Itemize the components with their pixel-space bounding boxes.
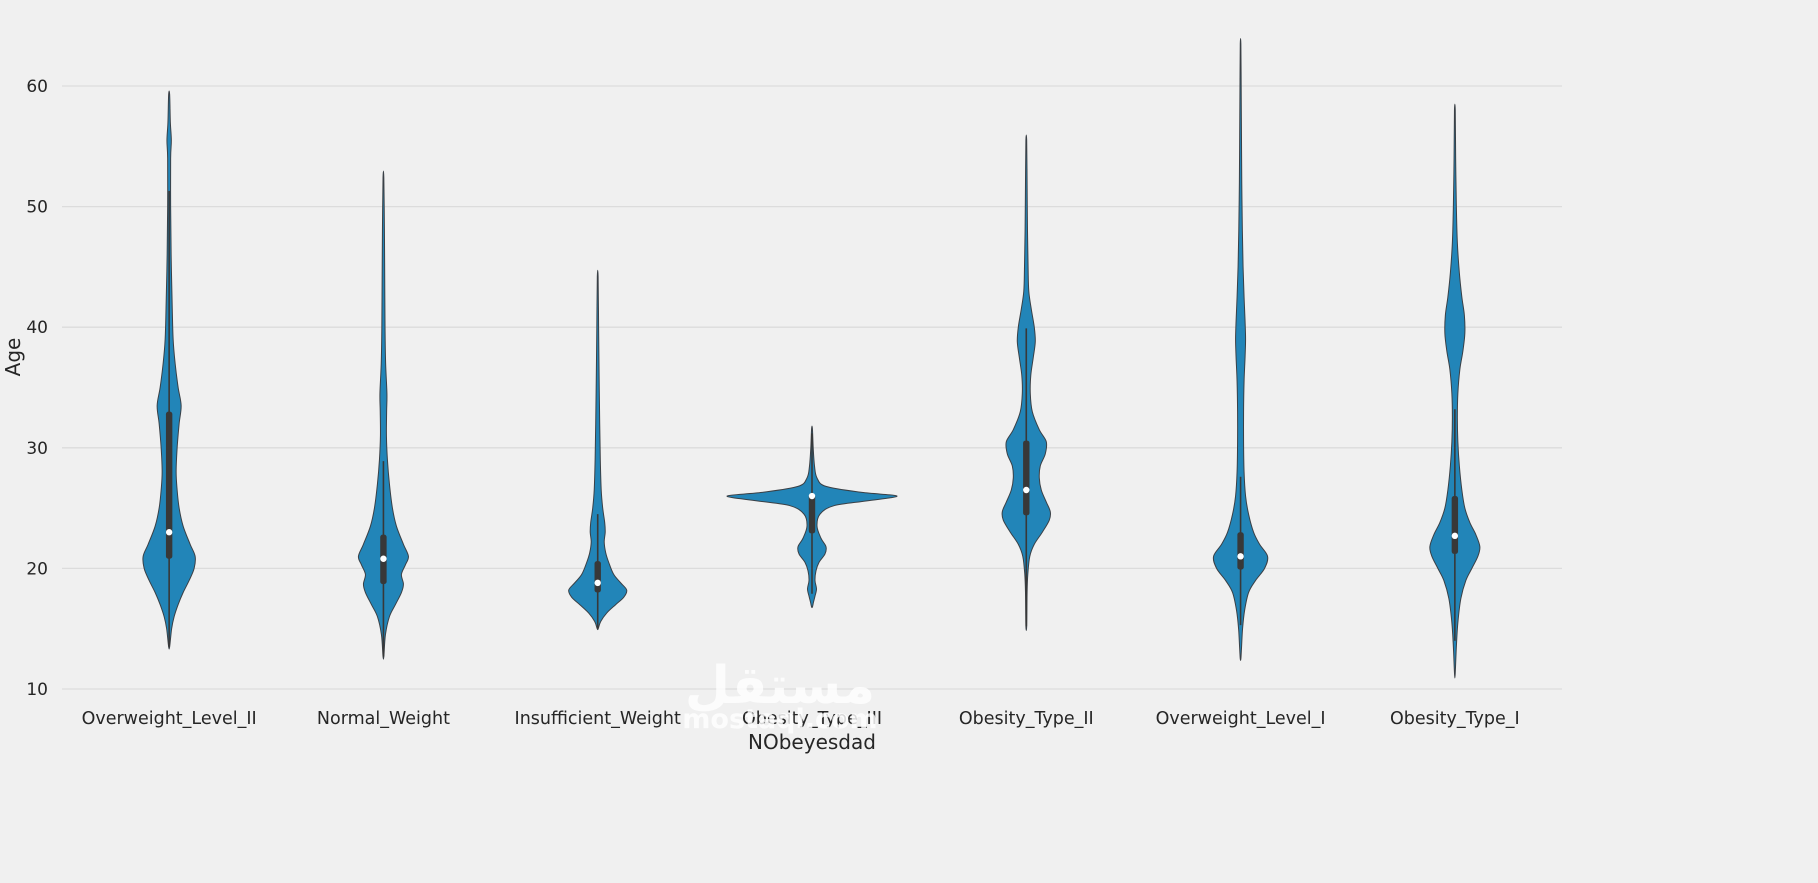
y-axis-ticks: 10 20 30 40 50 60: [26, 77, 48, 700]
median-dot: [1023, 486, 1030, 494]
violin-Obesity_Type_II: [1001, 134, 1052, 632]
iqr-box: [1237, 532, 1244, 570]
x-category-label: Obesity_Type_III: [742, 709, 882, 729]
iqr-box: [1023, 440, 1030, 516]
x-axis-category-labels: Overweight_Level_II Normal_Weight Insuffic…: [82, 709, 1520, 729]
y-tick-label: 20: [26, 559, 48, 579]
x-category-label: Obesity_Type_II: [959, 709, 1094, 729]
y-tick-label: 30: [26, 439, 48, 459]
iqr-box: [808, 493, 816, 534]
x-category-label: Obesity_Type_I: [1390, 709, 1520, 729]
x-category-label: Overweight_Level_II: [82, 709, 257, 729]
y-tick-label: 50: [26, 198, 48, 218]
median-dot: [1451, 532, 1459, 540]
violin-Insufficient_Weight: [568, 269, 628, 631]
violin-body: [357, 170, 409, 660]
violin-Normal_Weight: [357, 170, 409, 660]
iqr-box: [594, 561, 601, 593]
violin-body: [1429, 103, 1481, 679]
y-tick-label: 60: [26, 77, 48, 97]
median-dot: [808, 492, 816, 500]
violin-body: [1212, 38, 1269, 661]
median-dot: [594, 579, 601, 587]
median-dot: [1237, 553, 1244, 560]
y-tick-label: 10: [26, 680, 48, 700]
y-axis-label: Age: [1, 338, 25, 377]
iqr-box: [1451, 496, 1459, 554]
violin-Obesity_Type_III: [726, 425, 898, 609]
x-category-label: Normal_Weight: [317, 709, 450, 729]
x-category-label: Overweight_Level_I: [1156, 709, 1326, 729]
violin-Overweight_Level_I: [1212, 38, 1269, 661]
violin-Obesity_Type_I: [1429, 103, 1481, 679]
y-tick-label: 40: [26, 318, 48, 338]
median-dot: [380, 555, 387, 562]
iqr-box: [165, 411, 173, 559]
x-axis-label: NObeyesdad: [748, 730, 876, 754]
median-dot: [165, 529, 173, 536]
violin-Overweight_Level_II: [142, 90, 196, 650]
x-category-label: Insufficient_Weight: [515, 709, 681, 729]
